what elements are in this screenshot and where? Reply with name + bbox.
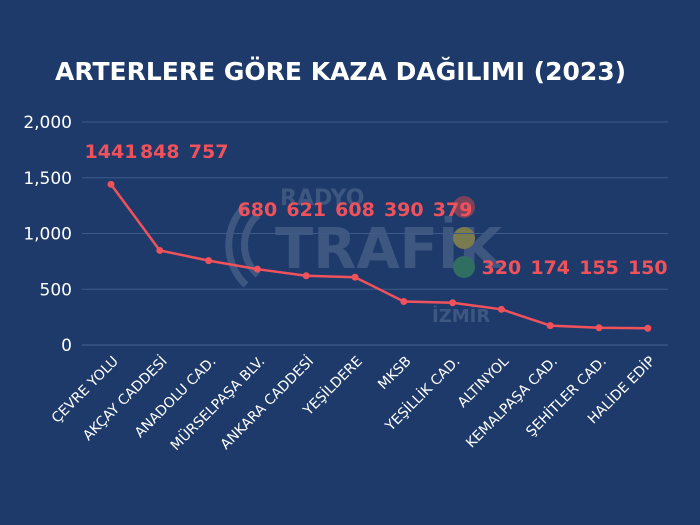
data-label: 848	[140, 141, 180, 163]
data-point	[253, 265, 261, 273]
data-points	[107, 180, 652, 332]
watermark-line3: İZMİR	[432, 305, 490, 327]
data-label: 150	[628, 257, 668, 279]
data-label: 174	[530, 257, 570, 279]
watermark-logo: RADYO TRAFİK İZMİR	[225, 186, 505, 327]
data-point	[351, 273, 359, 281]
watermark-traffic-light-green	[453, 256, 475, 278]
x-tick-label: MÜRSELPAŞA BLV.	[166, 352, 268, 454]
data-point	[497, 305, 505, 313]
x-tick-label: AKÇAY CADDESİ	[79, 352, 171, 444]
data-label: 608	[335, 199, 375, 221]
y-tick-label: 0	[61, 336, 72, 356]
y-tick-label: 1,500	[23, 169, 72, 189]
watermark-line1: RADYO	[280, 186, 364, 211]
data-point	[302, 272, 310, 280]
data-point	[644, 324, 652, 332]
watermark-traffic-light-yellow	[453, 227, 475, 249]
data-label: 155	[579, 257, 619, 279]
data-label: 1441	[85, 141, 138, 163]
x-tick-label: ŞEHİTLER CAD.	[522, 352, 610, 440]
data-point	[400, 298, 408, 306]
y-tick-label: 1,000	[23, 225, 72, 245]
data-point	[205, 257, 213, 265]
data-label: 320	[482, 257, 522, 279]
data-point	[107, 180, 115, 188]
data-point	[156, 246, 164, 254]
watermark-traffic-light-red	[453, 196, 475, 218]
data-label: 680	[238, 199, 278, 221]
y-tick-label: 500	[40, 280, 72, 300]
chart-title: ARTERLERE GÖRE KAZA DAĞILIMI (2023)	[55, 56, 626, 86]
data-point	[595, 324, 603, 332]
series-line	[109, 183, 648, 330]
data-label: 757	[189, 141, 229, 163]
data-point	[546, 322, 554, 330]
data-label: 621	[286, 199, 326, 221]
x-tick-label: KEMALPAŞA CAD.	[463, 354, 561, 452]
data-label: 390	[384, 199, 424, 221]
data-labels: 1441 848 757 680 621 608 390 379 320 174 155 150	[85, 141, 668, 279]
y-axis: 0 500 1,000 1,500 2,000	[23, 113, 72, 356]
data-label: 379	[433, 199, 473, 221]
x-tick-label: MKSB	[375, 354, 414, 393]
grid-lines	[82, 121, 668, 346]
series-line-group	[109, 183, 648, 330]
y-tick-label: 2,000	[23, 113, 72, 133]
data-point	[449, 299, 457, 307]
x-tick-label: ANKARA CADDESİ	[216, 352, 317, 453]
